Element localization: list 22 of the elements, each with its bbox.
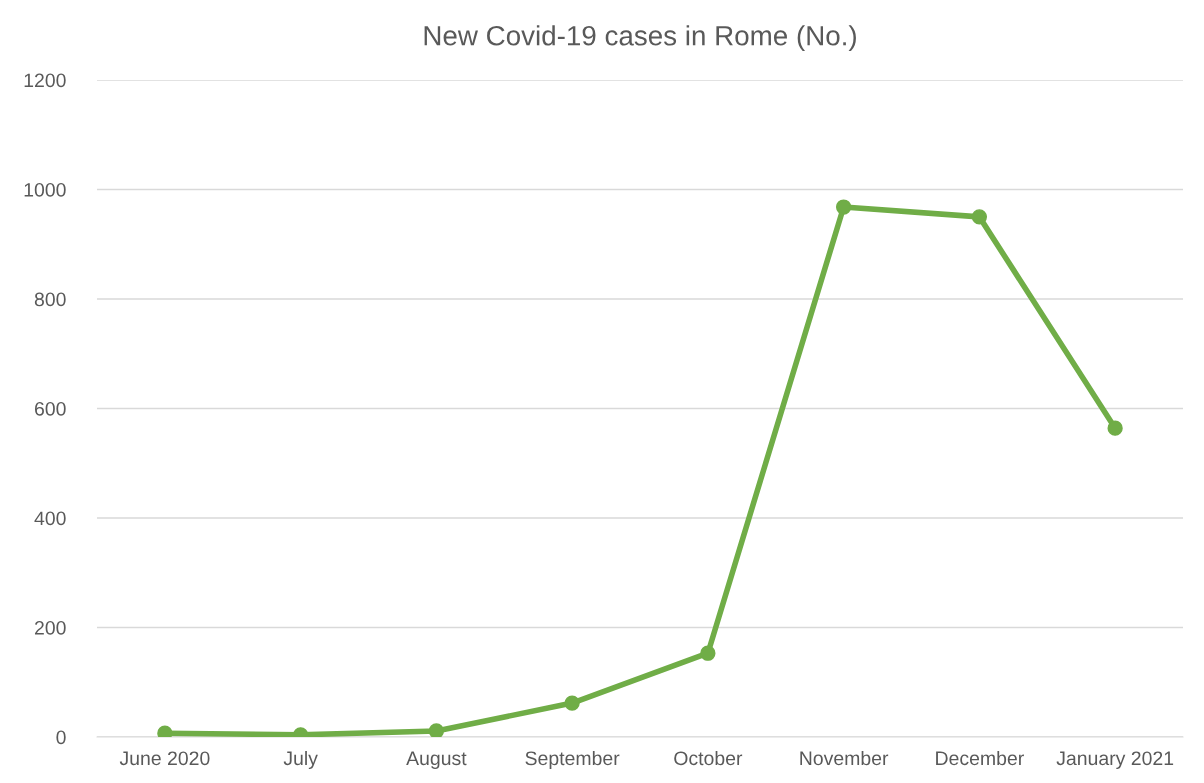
- point: [1107, 420, 1123, 436]
- point: [428, 723, 445, 737]
- point: [700, 645, 716, 661]
- y-tick-label: 800: [34, 292, 66, 307]
- chart-title: New Covid-19 cases in Rome (No.): [424, 25, 856, 52]
- y-tick-label: 400: [34, 511, 66, 526]
- x-tick-label: November: [800, 750, 889, 766]
- x-tick-label: June 2020: [119, 751, 210, 766]
- x-tick-label: September: [525, 750, 620, 770]
- point: [971, 209, 988, 225]
- y-tick-label: 600: [34, 401, 66, 416]
- x-tick-label: January 2021: [1056, 751, 1174, 770]
- x-tick-label: July: [283, 750, 318, 770]
- point: [564, 695, 580, 711]
- x-tick-label: August: [406, 751, 467, 770]
- y-tick-label: 1200: [24, 73, 66, 88]
- y-tick-label: 1000: [24, 182, 66, 197]
- y-tick-label: 0: [56, 730, 66, 745]
- point: [835, 199, 852, 215]
- x-tick-label: December: [936, 750, 1024, 766]
- x-tick-label: October: [674, 750, 743, 766]
- y-tick-label: 200: [34, 620, 66, 635]
